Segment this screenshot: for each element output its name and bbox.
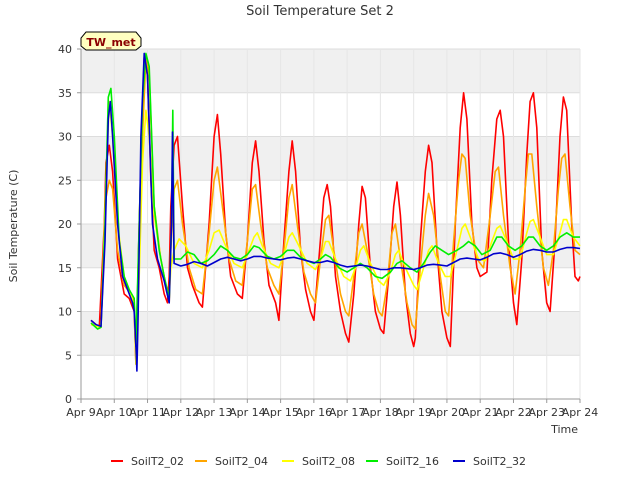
plot-band [81,311,580,356]
x-tick-label: Apr 17 [329,406,366,419]
y-tick-label: 40 [58,43,72,56]
x-tick-label: Apr 14 [229,406,266,419]
x-tick-label: Apr 21 [462,406,499,419]
series-line-soilt2_32 [90,52,581,372]
x-tick-label: Apr 9 [66,406,96,419]
plot-band [81,49,580,93]
x-tick-label: Apr 24 [562,406,599,419]
x-tick-label: Apr 12 [163,406,200,419]
x-tick-label: Apr 18 [362,406,399,419]
x-tick-label: Apr 15 [262,406,299,419]
y-tick-label: 0 [65,393,72,406]
legend: SoilT2_02 SoilT2_04 SoilT2_08 SoilT2_16 Soil… [111,455,526,468]
y-tick-label: 20 [58,218,72,231]
plot-band [81,355,580,399]
y-tick-labels: 0 5 10 15 20 25 30 35 40 [58,43,81,406]
y-tick-label: 10 [58,306,72,319]
plot-band [81,136,580,181]
y-tick-label: 25 [58,174,72,187]
x-tick-label: Apr 22 [495,406,532,419]
badge-label: TW_met [86,36,135,49]
tw-met-badge: TW_met [80,31,142,51]
x-tick-label: Apr 11 [129,406,166,419]
x-tick-label: Apr 16 [296,406,333,419]
x-tick-label: Apr 13 [196,406,233,419]
series-line-soilt2_02 [90,57,581,365]
x-tick-label: Apr 19 [395,406,432,419]
legend-label: SoilT2_08 [302,455,355,468]
badge-shape [80,31,142,51]
x-tick-label: Apr 23 [528,406,565,419]
y-tick-label: 30 [58,131,72,144]
plot-band [81,92,580,137]
y-axis-label: Soil Temperature (C) [7,170,20,283]
y-tick-label: 15 [58,262,72,275]
x-tick-label: Apr 20 [429,406,466,419]
chart-title: Soil Temperature Set 2 [246,4,394,19]
plot-band [81,267,580,312]
x-axis-label: Time [550,423,578,436]
legend-label: SoilT2_32 [473,455,526,468]
y-tick-label: 35 [58,87,72,100]
legend-label: SoilT2_02 [131,455,184,468]
y-tick-label: 5 [65,349,72,362]
x-tick-label: Apr 10 [96,406,133,419]
series-lines [90,52,581,372]
legend-label: SoilT2_04 [215,455,268,468]
legend-label: SoilT2_16 [386,455,439,468]
